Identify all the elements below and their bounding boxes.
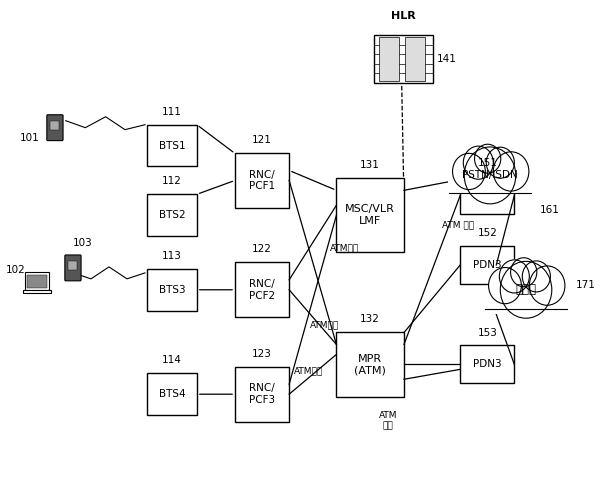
- Text: ATM 链路: ATM 链路: [442, 220, 475, 230]
- FancyBboxPatch shape: [235, 153, 289, 208]
- FancyBboxPatch shape: [23, 290, 51, 292]
- Text: 141: 141: [437, 54, 457, 64]
- FancyBboxPatch shape: [448, 174, 532, 194]
- Text: RNC/
PCF1: RNC/ PCF1: [249, 170, 275, 191]
- Text: ATM链路: ATM链路: [329, 244, 359, 252]
- Text: PDN3: PDN3: [473, 190, 502, 200]
- Text: ATM链路: ATM链路: [310, 320, 339, 329]
- Text: 111: 111: [162, 106, 182, 117]
- Ellipse shape: [464, 147, 516, 204]
- Text: 123: 123: [252, 349, 272, 359]
- FancyBboxPatch shape: [460, 346, 514, 384]
- FancyBboxPatch shape: [337, 178, 404, 252]
- FancyBboxPatch shape: [379, 37, 399, 81]
- Text: 171: 171: [575, 280, 595, 290]
- Text: 161: 161: [539, 205, 559, 215]
- Text: 121: 121: [252, 135, 272, 145]
- Text: 101: 101: [20, 132, 40, 142]
- FancyBboxPatch shape: [47, 115, 63, 140]
- Ellipse shape: [499, 260, 529, 293]
- FancyBboxPatch shape: [484, 288, 568, 308]
- FancyBboxPatch shape: [460, 246, 514, 284]
- Text: PDN3: PDN3: [473, 360, 502, 370]
- FancyBboxPatch shape: [147, 194, 197, 236]
- Text: 113: 113: [162, 251, 182, 261]
- Text: 153: 153: [478, 328, 497, 338]
- Ellipse shape: [500, 262, 552, 318]
- Text: PDN3: PDN3: [473, 260, 502, 270]
- Ellipse shape: [475, 144, 501, 173]
- Text: 103: 103: [73, 238, 93, 248]
- Ellipse shape: [522, 261, 550, 292]
- Text: PSTN/ISDN: PSTN/ISDN: [462, 170, 518, 180]
- FancyBboxPatch shape: [147, 374, 197, 415]
- FancyBboxPatch shape: [147, 124, 197, 166]
- Text: 132: 132: [360, 314, 380, 324]
- FancyBboxPatch shape: [147, 269, 197, 310]
- Text: ATM
链路: ATM 链路: [379, 411, 397, 430]
- FancyBboxPatch shape: [405, 37, 425, 81]
- Text: 152: 152: [478, 228, 497, 238]
- Text: BTS1: BTS1: [159, 140, 185, 150]
- Ellipse shape: [488, 268, 521, 304]
- FancyBboxPatch shape: [25, 272, 49, 290]
- Text: MPR
(ATM): MPR (ATM): [354, 354, 386, 375]
- Ellipse shape: [486, 147, 514, 178]
- FancyBboxPatch shape: [68, 261, 77, 270]
- Text: 122: 122: [252, 244, 272, 254]
- FancyBboxPatch shape: [374, 35, 433, 83]
- Text: BTS4: BTS4: [159, 389, 185, 399]
- FancyBboxPatch shape: [235, 262, 289, 317]
- Text: RNC/
PCF2: RNC/ PCF2: [249, 279, 275, 300]
- Text: BTS2: BTS2: [159, 210, 185, 220]
- Text: 112: 112: [162, 176, 182, 186]
- Ellipse shape: [529, 266, 565, 306]
- FancyBboxPatch shape: [337, 332, 404, 396]
- Text: 102: 102: [5, 265, 25, 275]
- FancyBboxPatch shape: [65, 255, 81, 281]
- FancyBboxPatch shape: [27, 274, 47, 288]
- Text: 114: 114: [162, 356, 182, 366]
- Ellipse shape: [511, 258, 537, 286]
- Text: 因特网: 因特网: [515, 284, 536, 296]
- FancyBboxPatch shape: [50, 120, 59, 130]
- Text: MSC/VLR
LMF: MSC/VLR LMF: [345, 204, 395, 226]
- Text: RNC/
PCF3: RNC/ PCF3: [249, 384, 275, 405]
- FancyBboxPatch shape: [235, 367, 289, 422]
- Ellipse shape: [463, 146, 493, 179]
- Text: 131: 131: [360, 160, 380, 170]
- Text: 151: 151: [478, 158, 497, 168]
- Text: ATM链路: ATM链路: [293, 367, 323, 376]
- Ellipse shape: [452, 154, 485, 190]
- Text: HLR: HLR: [391, 12, 416, 22]
- Ellipse shape: [493, 152, 529, 191]
- FancyBboxPatch shape: [460, 176, 514, 214]
- Text: BTS3: BTS3: [159, 285, 185, 295]
